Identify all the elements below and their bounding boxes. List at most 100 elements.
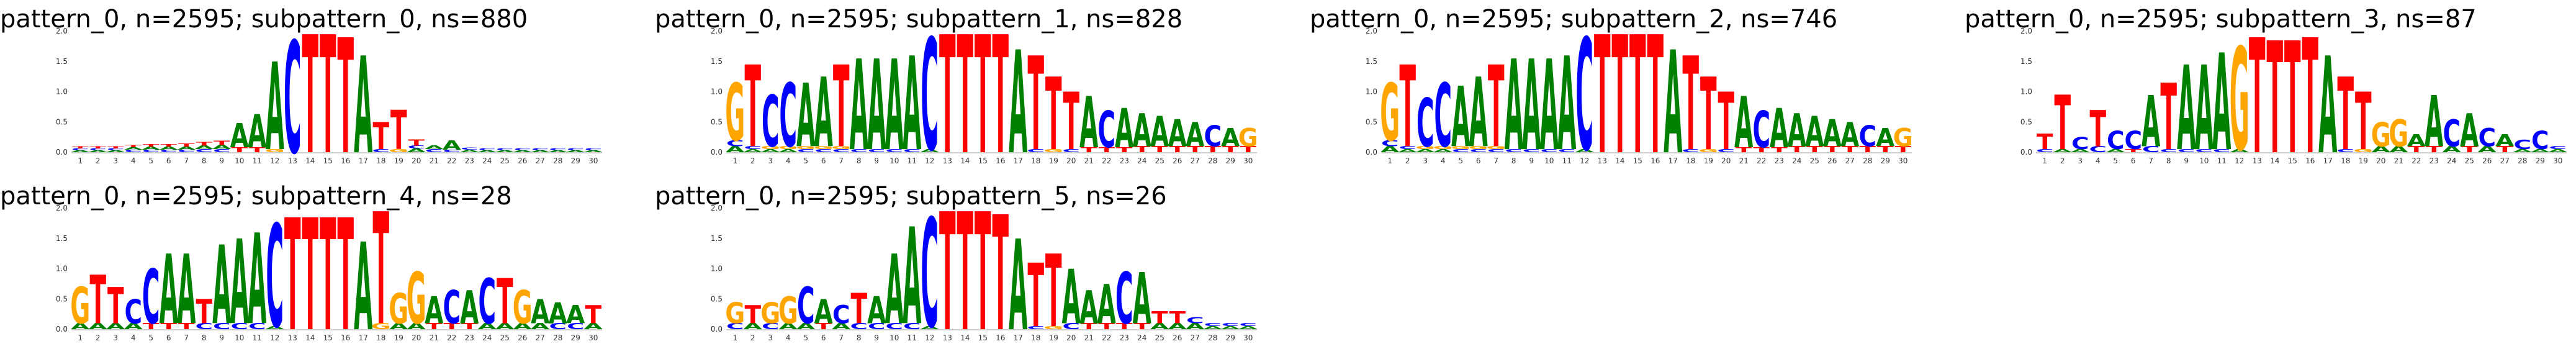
logo-letter-C: C [2089, 145, 2107, 155]
x-tick-label: 26 [518, 334, 527, 342]
x-tick-label: 8 [202, 334, 207, 342]
logo-letter-C: C [1523, 148, 1541, 153]
logo-letter-A: A [2549, 148, 2568, 153]
logo-letter-T: T [2089, 100, 2106, 158]
logo-letter-A: A [867, 288, 886, 332]
x-tick-label: 1 [78, 157, 83, 165]
x-tick-label: 15 [323, 157, 333, 165]
logo-letter-T: T [1169, 307, 1186, 327]
logo-letter-T: T [957, 179, 973, 354]
logo-letter-T: T [2249, 6, 2266, 189]
logo-letter-T: T [939, 2, 956, 191]
logo-letter-A: A [744, 322, 763, 332]
logo-letter-T: T [302, 187, 318, 354]
logo-letter-G: G [407, 258, 426, 340]
x-tick-label: 5 [1458, 157, 1463, 165]
logo-letter-A: A [2318, 29, 2337, 184]
x-tick-label: 28 [553, 334, 562, 342]
x-tick-label: 4 [2096, 157, 2101, 165]
logo-letter-G: G [2389, 111, 2408, 155]
logo-letter-C: C [1097, 101, 1115, 159]
logo-letter-G: G [389, 284, 408, 333]
x-tick-label: 5 [148, 334, 153, 342]
x-tick-label: 29 [1226, 157, 1235, 165]
logo-letter-A: A [1434, 148, 1453, 153]
logo-letter-A: A [2443, 145, 2462, 155]
x-tick-label: 29 [1226, 334, 1235, 342]
logo-letter-A: A [2478, 145, 2497, 155]
logo-letter-T: T [143, 143, 160, 147]
x-tick-label: 22 [447, 157, 456, 165]
logo-letter-A: A [1416, 148, 1435, 153]
logo-letter-A: A [549, 150, 568, 153]
logo-letter-T: T [1594, 2, 1611, 191]
logo-letter-C: C [195, 322, 213, 332]
logo-letter-T: T [2408, 145, 2425, 155]
logo-letter-C: C [1540, 148, 1558, 153]
logo-letter-A: A [195, 145, 214, 150]
logo-letter-C: C [531, 148, 549, 151]
logo-letter-A: A [124, 147, 143, 150]
logo-letter-C: C [443, 281, 461, 334]
logo-letter-C: C [885, 148, 903, 153]
x-tick-label: 7 [839, 157, 844, 165]
x-tick-label: 22 [2412, 157, 2421, 165]
x-tick-label: 23 [1775, 157, 1784, 165]
logo-letter-C: C [195, 148, 213, 153]
logo-letter-A: A [1186, 322, 1205, 332]
logo-letter-C: C [1027, 325, 1045, 330]
x-tick-label: 11 [907, 334, 917, 342]
logo-letter-G: G [778, 145, 798, 150]
y-tick-label: 2.0 [2020, 27, 2032, 35]
x-tick-label: 29 [1881, 157, 1890, 165]
x-tick-label: 6 [821, 157, 826, 165]
logo-letter-T: T [1629, 2, 1646, 191]
logo-letter-T: T [1133, 145, 1150, 155]
logo-letter-A: A [1079, 83, 1098, 165]
x-tick-label: 2 [750, 334, 755, 342]
logo-letter-T: T [744, 42, 761, 173]
x-tick-label: 21 [1084, 157, 1094, 165]
logo-letter-T: T [1718, 77, 1734, 168]
logo-letter-A: A [124, 322, 143, 332]
logo-letter-A: A [2407, 130, 2426, 150]
logo-letter-G: G [778, 288, 798, 332]
x-tick-label: 5 [803, 157, 808, 165]
logo-letter-A: A [1876, 124, 1895, 153]
logo-letter-A: A [160, 146, 179, 151]
logo-letter-C: C [832, 301, 850, 330]
y-tick-label: 0.0 [56, 148, 68, 157]
x-tick-label: 8 [857, 334, 862, 342]
x-tick-label: 13 [288, 157, 297, 165]
logo-letter-G: G [1451, 145, 1470, 150]
logo-letter-A: A [566, 150, 585, 153]
logo-letter-G: G [2353, 148, 2373, 153]
y-tick-label: 0.5 [1366, 117, 1377, 126]
logo-letter-A: A [1115, 98, 1133, 160]
x-tick-label: 21 [430, 157, 439, 165]
logo-letter-A: A [106, 322, 125, 332]
logo-letter-A: A [814, 58, 833, 169]
logo-letter-C: C [1239, 322, 1257, 327]
logo-letter-C: C [2177, 148, 2195, 153]
x-tick-label: 11 [907, 157, 917, 165]
x-tick-label: 18 [376, 157, 385, 165]
logo-letter-C: C [2443, 111, 2461, 155]
x-tick-label: 16 [2305, 157, 2315, 165]
logo-letter-C: C [124, 293, 142, 332]
logo-letter-C: C [513, 148, 531, 151]
logo-letter-A: A [726, 145, 745, 155]
logo-letter-A: A [2230, 148, 2249, 153]
x-tick-label: 19 [2359, 157, 2368, 165]
x-tick-label: 27 [1845, 157, 1855, 165]
y-tick-label: 1.5 [56, 234, 68, 243]
logo-letter-C: C [744, 145, 762, 150]
x-tick-label: 6 [166, 157, 171, 165]
y-tick-label: 2.0 [56, 204, 68, 212]
logo-letter-T: T [1116, 322, 1133, 332]
x-tick-label: 12 [2235, 157, 2244, 165]
logo-letter-T: T [320, 2, 336, 191]
x-tick-label: 22 [1102, 334, 1111, 342]
logo-letter-C: C [248, 322, 266, 332]
x-tick-label: 21 [430, 334, 439, 342]
